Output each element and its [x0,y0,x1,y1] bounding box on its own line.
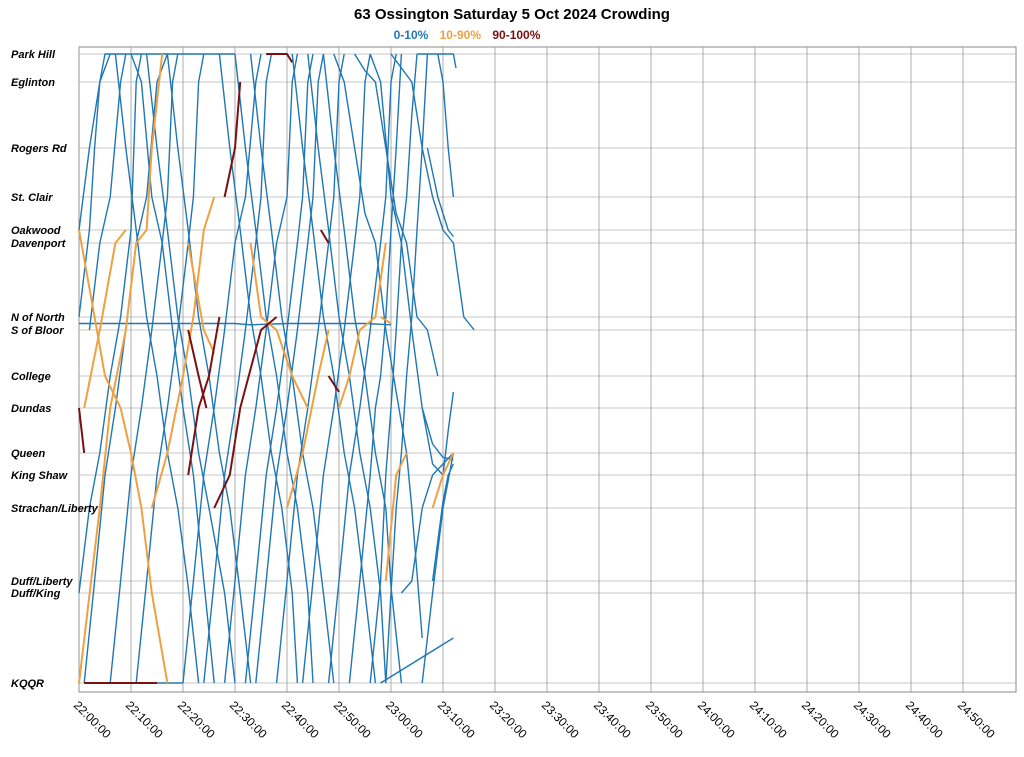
stop-label: Duff/Liberty [11,576,73,588]
trip-trace [354,53,439,377]
trip-trace [78,53,143,594]
trip-trace [421,452,455,684]
x-tick-label: 24:10:00 [747,698,790,741]
trip-trace [114,53,200,684]
trip-trace [249,242,262,318]
stop-label: N of North [11,312,65,324]
x-tick-label: 22:30:00 [227,698,270,741]
trip-trace [390,53,475,331]
trip-trace [301,53,371,684]
trip-trace [109,53,179,684]
x-tick-label: 23:30:00 [539,698,582,741]
trip-trace [327,375,340,393]
trip-trace [369,53,444,476]
stop-label: Davenport [11,238,67,250]
trip-trace [79,322,392,326]
x-tick-label: 23:10:00 [435,698,478,741]
trip-trace [319,229,330,244]
trip-trace [187,316,221,476]
legend-entry-10-90: 10-90% [439,28,481,42]
trip-trace [83,229,127,409]
trip-trace [78,407,86,454]
stop-label: St. Clair [11,192,53,204]
trip-trace [380,637,454,684]
trip-trace [348,53,403,684]
x-tick-label: 24:00:00 [695,698,738,741]
x-tick-label: 24:50:00 [955,698,998,741]
stop-label: Oakwood [11,225,61,237]
stop-label: King Shaw [11,470,69,482]
trip-trace [234,53,314,684]
trip-trace [78,53,164,684]
stop-label: College [11,371,51,383]
x-tick-label: 24:30:00 [851,698,894,741]
trip-trace [384,452,408,582]
trip-trace [182,53,262,684]
trip-trace [135,53,205,684]
x-tick-label: 23:20:00 [487,698,530,741]
trip-trace [145,53,236,684]
trip-trace [385,53,429,684]
chart-legend: 0-10% 10-90% 90-100% [0,28,934,42]
stop-label: Rogers Rd [11,143,67,155]
trip-trace [327,53,397,684]
x-tick-label: 22:20:00 [175,698,218,741]
stop-label: S of Bloor [11,325,64,337]
trip-trace [369,53,418,684]
trip-trace [150,196,216,509]
trip-trace [286,329,330,509]
trip-trace [223,53,299,684]
trip-trace [223,81,242,198]
stop-label: Park Hill [11,49,56,61]
trip-trace [255,53,325,684]
stop-label: Dundas [11,403,51,415]
stop-label: KQQR [11,678,44,690]
x-tick-label: 23:50:00 [643,698,686,741]
trip-trace [322,53,403,684]
trip-trace [400,452,454,594]
trip-trace [266,53,294,63]
trip-trace [338,242,387,409]
trip-trace [244,53,314,684]
x-tick-label: 24:40:00 [903,698,946,741]
x-tick-label: 22:40:00 [279,698,322,741]
grid-layer [78,46,1017,693]
stop-label: Queen [11,448,46,460]
trip-trace [130,53,215,684]
x-tick-label: 22:50:00 [331,698,374,741]
trip-trace [203,53,273,684]
x-tick-label: 23:40:00 [591,698,634,741]
chart-title: 63 Ossington Saturday 5 Oct 2024 Crowdin… [354,6,670,23]
trip-trace [187,242,216,354]
trip-trace [213,316,278,509]
x-tick-label: 23:00:00 [383,698,426,741]
x-tick-label: 24:20:00 [799,698,842,741]
stop-label: Strachan/Liberty [11,503,99,515]
trip-trace [426,147,454,237]
trip-trace [437,53,455,198]
trip-trace [78,53,235,318]
x-tick-label: 22:10:00 [123,698,166,741]
trip-trace [78,53,111,231]
stop-label: Eglinton [11,77,55,89]
trip-trace [431,463,455,582]
legend-entry-0-10: 0-10% [393,28,429,42]
stop-label: Duff/King [11,588,61,600]
trip-trace [431,452,455,509]
trip-trace [78,229,169,684]
legend-entry-90-100: 90-100% [492,28,541,42]
trip-trace [275,53,345,684]
trip-trace [88,53,127,331]
series-layer [78,53,475,684]
trip-trace [187,329,208,409]
trip-trace [442,391,455,476]
x-tick-label: 22:00:00 [71,698,114,741]
trip-trace [417,53,457,69]
trip-trace [380,316,392,325]
